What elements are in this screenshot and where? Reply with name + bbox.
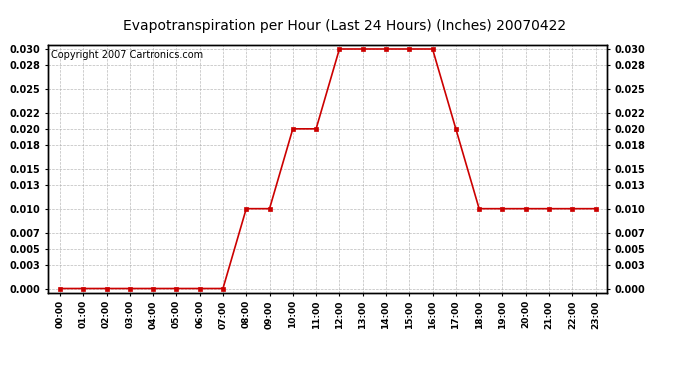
Text: Evapotranspiration per Hour (Last 24 Hours) (Inches) 20070422: Evapotranspiration per Hour (Last 24 Hou… [124, 19, 566, 33]
Text: Copyright 2007 Cartronics.com: Copyright 2007 Cartronics.com [51, 50, 204, 60]
